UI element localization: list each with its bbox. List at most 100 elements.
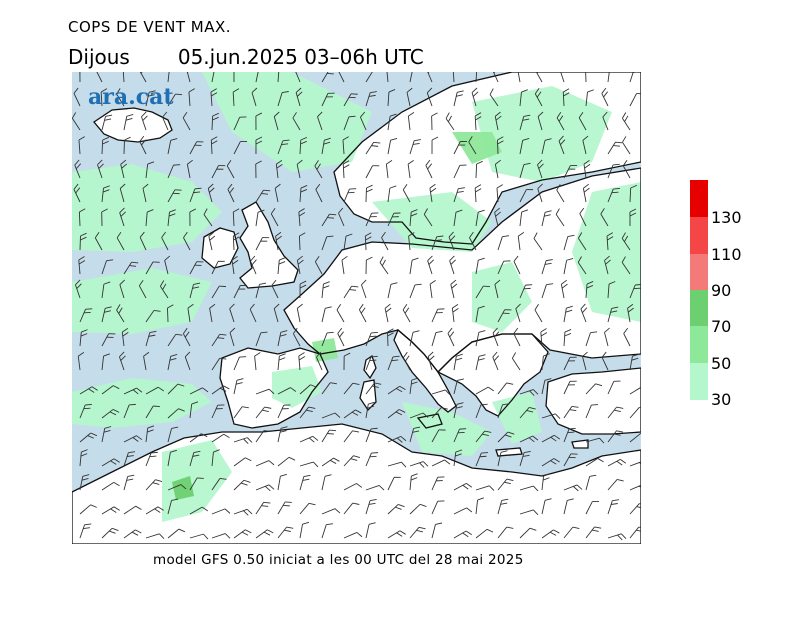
wind-barb	[189, 208, 197, 227]
wind-barb	[519, 435, 539, 443]
wind-barb	[563, 234, 575, 251]
wind-barb	[556, 112, 565, 131]
wind-barb	[453, 449, 463, 467]
wind-barb	[314, 255, 323, 275]
wind-barb	[255, 529, 274, 539]
wind-barb	[255, 237, 270, 251]
wind-barb	[429, 183, 437, 203]
wind-barb	[519, 485, 539, 492]
map-title: COPS DE VENT MAX.	[68, 18, 232, 36]
wind-barb	[78, 136, 85, 155]
wind-barb	[445, 112, 455, 131]
wind-barb	[387, 185, 397, 203]
wind-barb	[496, 136, 504, 155]
wind-barb	[387, 328, 394, 347]
wind-barb	[321, 306, 332, 323]
wind-barb	[167, 304, 174, 323]
wind-barb	[365, 91, 377, 107]
wind-barb	[494, 159, 501, 179]
wind-barb	[578, 111, 587, 131]
coast-italy	[393, 328, 457, 413]
wind-barb	[208, 231, 216, 251]
wind-barb	[496, 184, 503, 203]
wind-barb	[167, 426, 179, 443]
wind-barb	[343, 483, 363, 491]
wind-barb	[607, 478, 624, 491]
wind-barb	[167, 484, 187, 491]
wind-barb	[167, 138, 178, 155]
wind-barb	[560, 279, 568, 299]
wind-barb	[365, 256, 373, 275]
wind-barb	[533, 232, 543, 251]
wind-barb	[387, 355, 400, 371]
wind-barb	[314, 160, 323, 179]
gust-zone	[472, 262, 532, 332]
wind-barb	[582, 183, 590, 203]
wind-barb	[409, 412, 429, 419]
wind-barb	[141, 111, 148, 131]
wind-barb	[562, 88, 570, 107]
wind-barb	[475, 305, 485, 323]
wind-barb	[299, 461, 319, 468]
coast-scandinavia	[333, 72, 641, 245]
wind-barb	[254, 352, 261, 371]
wind-barb	[492, 327, 500, 347]
wind-barb	[517, 72, 521, 83]
wind-barb	[621, 256, 631, 275]
wind-barb	[541, 283, 554, 299]
wind-barb	[138, 279, 147, 299]
legend-label-130: 130	[711, 208, 742, 227]
wind-barb	[101, 136, 110, 155]
wind-barb	[559, 72, 566, 83]
wind-barb	[321, 457, 340, 467]
wind-barb	[145, 310, 161, 323]
wind-barb	[79, 329, 88, 347]
wind-barb	[497, 235, 510, 251]
wind-barb	[101, 259, 114, 275]
wind-barb	[497, 309, 512, 323]
wind-barb	[365, 72, 374, 83]
coast-corsica	[363, 354, 377, 380]
wind-barb	[116, 88, 125, 107]
wind-barb	[298, 208, 306, 227]
wind-barb	[101, 333, 116, 347]
wind-barb	[145, 209, 154, 227]
wind-barb	[277, 501, 292, 515]
wind-barb	[167, 354, 178, 371]
wind-barb	[321, 523, 333, 539]
wind-barb	[387, 113, 397, 131]
wind-barb	[79, 72, 87, 83]
wind-barb	[167, 383, 185, 395]
wind-barb	[275, 231, 282, 251]
wind-barb	[563, 356, 577, 371]
wind-barb	[316, 351, 323, 371]
wind-barb	[563, 305, 573, 323]
wind-barb	[629, 184, 638, 203]
wind-barb	[534, 304, 543, 323]
wind-barb	[233, 141, 248, 155]
wind-barb	[541, 259, 553, 275]
wind-barb	[277, 72, 280, 83]
wind-barb	[409, 72, 414, 83]
wind-barb	[387, 503, 405, 515]
wind-barb	[211, 72, 216, 83]
wind-barb	[159, 280, 169, 299]
wind-barb	[343, 233, 353, 251]
gust-zone	[162, 440, 232, 522]
wind-barb	[387, 476, 401, 491]
wind-barb	[188, 88, 195, 107]
wind-barb	[361, 279, 367, 299]
wind-barb	[629, 283, 641, 299]
wind-barb	[402, 183, 411, 203]
wind-barb	[563, 484, 583, 492]
wind-barb	[453, 353, 463, 371]
wind-barb	[186, 159, 193, 179]
wind-barb	[556, 184, 565, 203]
wind-barb	[101, 481, 120, 491]
wind-barb	[431, 500, 445, 515]
wind-barb	[629, 407, 641, 419]
wind-barb	[563, 380, 577, 395]
gust-zone	[492, 392, 542, 444]
coast-iberia	[219, 347, 329, 429]
wind-barb	[447, 327, 455, 347]
